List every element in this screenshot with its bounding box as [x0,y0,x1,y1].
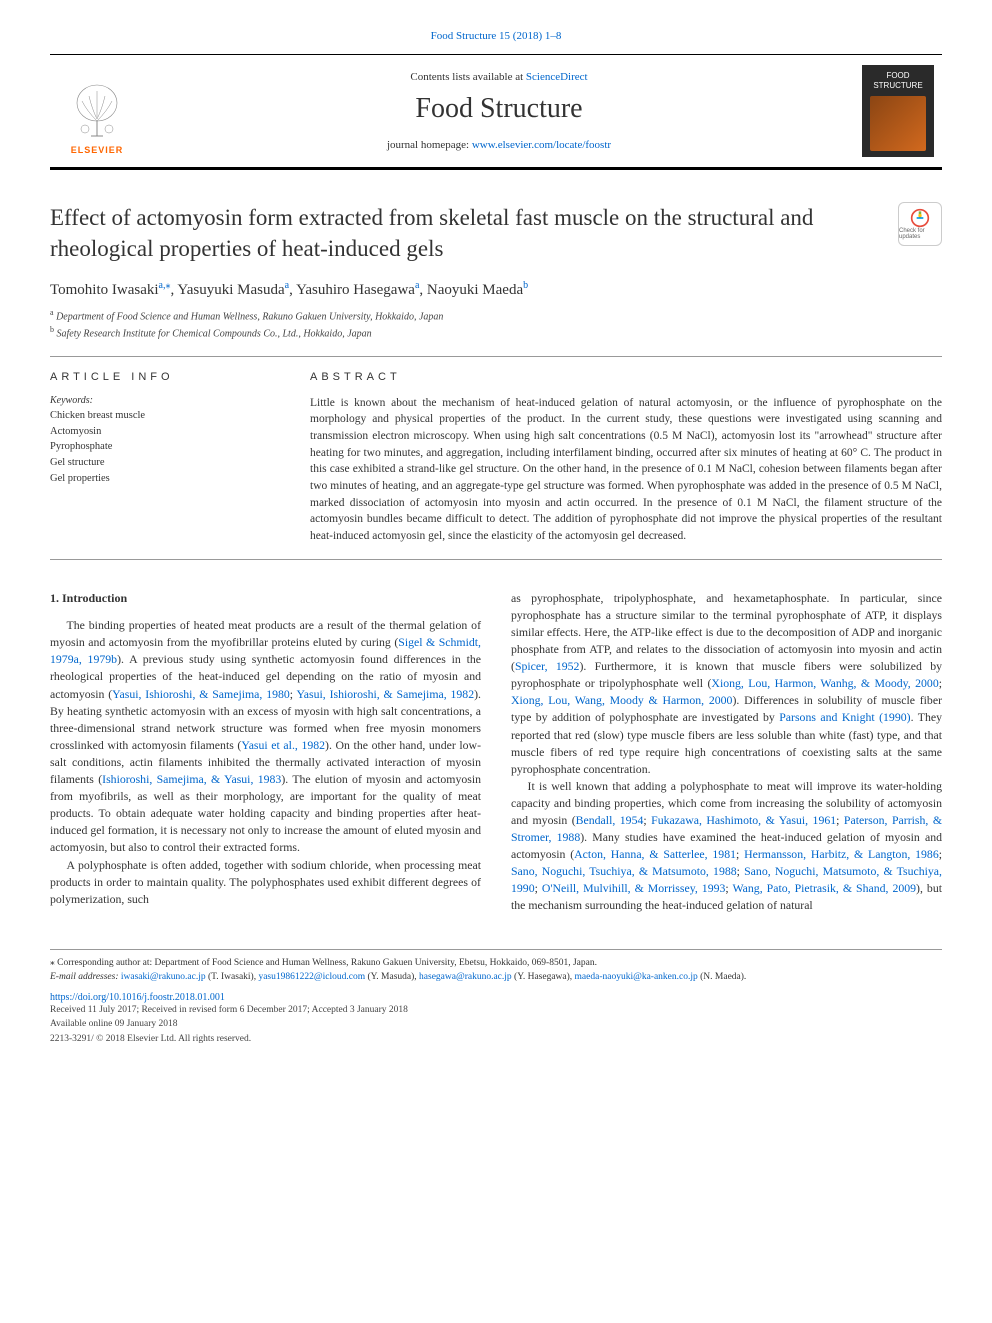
keyword: Actomyosin [50,424,270,440]
affiliations: a Department of Food Science and Human W… [50,307,942,342]
ref-link[interactable]: Bendall, 1954 [576,813,644,827]
body-section: 1. Introduction The binding properties o… [50,590,942,915]
author-sup: b [523,280,528,291]
keywords-label: Keywords: [50,395,270,406]
article-info: ARTICLE INFO Keywords: Chicken breast mu… [50,371,270,545]
divider [50,559,942,560]
author: Yasuyuki Masuda [177,282,284,298]
contents-line: Contents lists available at ScienceDirec… [136,71,862,83]
updates-label: Check for updates [899,228,941,240]
body-para-3: as pyrophosphate, tripolyphosphate, and … [511,590,942,778]
ref-link[interactable]: Yasui, Ishioroshi, & Samejima, 1982 [296,687,474,701]
ref-link[interactable]: Sano, Noguchi, Tsuchiya, & Matsumoto, 19… [511,864,737,878]
check-updates-badge[interactable]: Check for updates [898,202,942,246]
author: Naoyuki Maeda [427,282,523,298]
keyword: Pyrophosphate [50,439,270,455]
keywords-list: Chicken breast muscleActomyosinPyrophosp… [50,408,270,487]
contents-prefix: Contents lists available at [410,71,525,83]
ref-link[interactable]: Ishioroshi, Samejima, & Yasui, 1983 [102,772,281,786]
corr-symbol: ⁎ [50,958,55,968]
homepage-link[interactable]: www.elsevier.com/locate/foostr [472,139,611,151]
ref-link[interactable]: Fukazawa, Hashimoto, & Yasui, 1961 [651,813,836,827]
header-center: Contents lists available at ScienceDirec… [136,71,862,151]
email-line: E-mail addresses: iwasaki@rakuno.ac.jp (… [50,970,942,984]
homepage-line: journal homepage: www.elsevier.com/locat… [136,139,862,151]
ref-link[interactable]: Yasui, Ishioroshi, & Samejima, 1980 [112,687,290,701]
abstract: ABSTRACT Little is known about the mecha… [310,371,942,545]
footnotes: ⁎ Corresponding author at: Department of… [50,956,942,985]
elsevier-logo: ELSEVIER [58,67,136,155]
journal-name: Food Structure [136,93,862,125]
keyword: Gel properties [50,471,270,487]
body-para-2: A polyphosphate is often added, together… [50,857,481,908]
email-link[interactable]: hasegawa@rakuno.ac.jp [419,972,512,982]
running-citation: Food Structure 15 (2018) 1–8 [50,30,942,42]
author-sup: a,⁎ [159,280,171,291]
body-columns: 1. Introduction The binding properties o… [50,590,942,915]
footer-divider [50,949,942,950]
email-link[interactable]: maeda-naoyuki@ka-anken.co.jp [575,972,698,982]
ref-link[interactable]: Parsons and Knight (1990) [779,710,910,724]
intro-heading: 1. Introduction [50,590,481,607]
meta-online: Available online 09 January 2018 [50,1017,942,1031]
body-para-1: The binding properties of heated meat pr… [50,617,481,856]
email-label: E-mail addresses: [50,972,119,982]
journal-header: ELSEVIER Contents lists available at Sci… [50,54,942,170]
cover-image [870,96,926,151]
ref-link[interactable]: Acton, Hanna, & Satterlee, 1981 [574,847,736,861]
ref-link[interactable]: Xiong, Lou, Wang, Moody & Harmon, 2000 [511,693,732,707]
ref-link[interactable]: Xiong, Lou, Harmon, Wanhg, & Moody, 2000 [711,676,938,690]
meta-received: Received 11 July 2017; Received in revis… [50,1003,942,1017]
affiliation: b Safety Research Institute for Chemical… [50,324,942,341]
homepage-prefix: journal homepage: [387,139,472,151]
journal-cover: FOOD STRUCTURE [862,65,934,157]
author: Yasuhiro Hasegawa [296,282,415,298]
updates-icon [910,208,930,228]
email-link[interactable]: yasu19861222@icloud.com [258,972,365,982]
cover-title: FOOD STRUCTURE [866,71,930,90]
ref-link[interactable]: Spicer, 1952 [515,659,580,673]
ref-link[interactable]: O'Neill, Mulvihill, & Morrissey, 1993 [542,881,726,895]
abstract-text: Little is known about the mechanism of h… [310,395,942,545]
article-title: Effect of actomyosin form extracted from… [50,202,830,264]
author-sup: a [285,280,289,291]
affiliation-sup: a [50,308,54,317]
keyword: Gel structure [50,455,270,471]
corresponding-note: ⁎ Corresponding author at: Department of… [50,956,942,970]
citation-link[interactable]: Food Structure 15 (2018) 1–8 [431,30,562,42]
sciencedirect-link[interactable]: ScienceDirect [526,71,588,83]
ref-link[interactable]: Hermansson, Harbitz, & Langton, 1986 [744,847,939,861]
abstract-heading: ABSTRACT [310,371,942,383]
meta-copyright: 2213-3291/ © 2018 Elsevier Ltd. All righ… [50,1032,942,1046]
authors-line: Tomohito Iwasakia,⁎, Yasuyuki Masudaa, Y… [50,280,942,299]
article-info-heading: ARTICLE INFO [50,371,270,383]
author: Tomohito Iwasaki [50,282,159,298]
article-head: Effect of actomyosin form extracted from… [50,202,942,264]
elsevier-tree-icon [67,81,127,141]
doi-link[interactable]: https://doi.org/10.1016/j.foostr.2018.01… [50,992,225,1003]
divider [50,356,942,357]
doi-line: https://doi.org/10.1016/j.foostr.2018.01… [50,992,942,1003]
affiliation-sup: b [50,325,54,334]
corr-text: Corresponding author at: Department of F… [57,958,597,968]
body-para-4: It is well known that adding a polyphosp… [511,778,942,915]
author-sup: a [415,280,419,291]
ref-link[interactable]: Yasui et al., 1982 [241,738,325,752]
elsevier-wordmark: ELSEVIER [71,145,124,155]
ref-link[interactable]: Wang, Pato, Pietrasik, & Shand, 2009 [732,881,916,895]
info-abstract-row: ARTICLE INFO Keywords: Chicken breast mu… [50,371,942,545]
keyword: Chicken breast muscle [50,408,270,424]
email-link[interactable]: iwasaki@rakuno.ac.jp [121,972,206,982]
affiliation: a Department of Food Science and Human W… [50,307,942,324]
